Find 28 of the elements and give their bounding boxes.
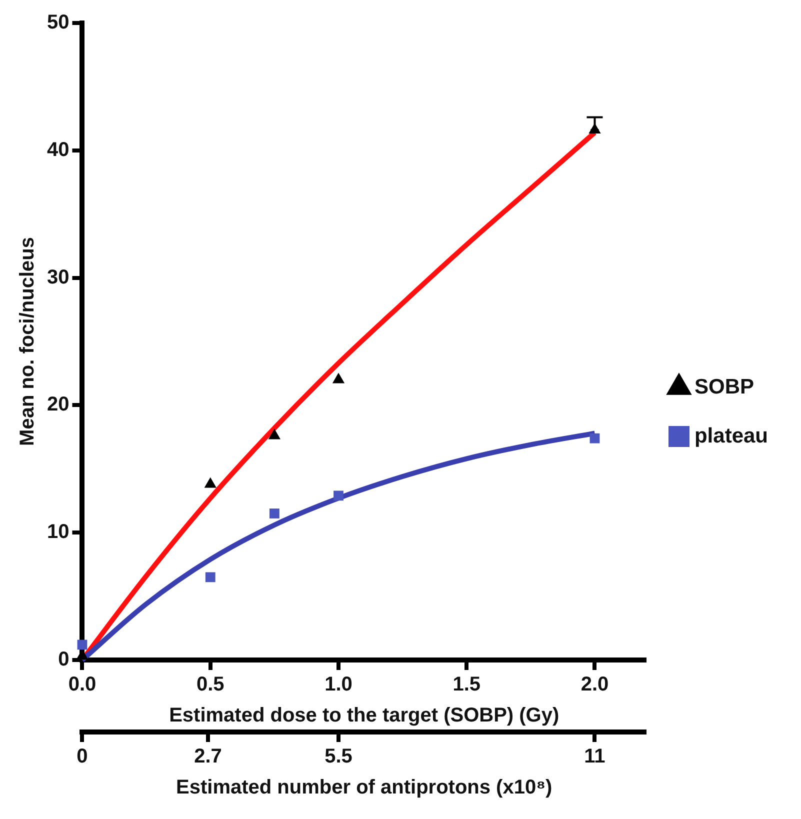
point (205, 572, 216, 582)
y-tick-label: 10 (46, 521, 70, 544)
legend-label: plateau (694, 424, 768, 448)
point (269, 508, 280, 518)
y-axis-title: Mean no. foci/nucleus (16, 237, 39, 446)
point (77, 640, 88, 650)
point (334, 490, 344, 501)
point (268, 428, 280, 440)
y-tick-label: 0 (58, 648, 70, 671)
legend-label: SOBP (694, 375, 754, 398)
x-axis-title: Estimated dose to the target (SOBP) (Gy) (169, 704, 560, 727)
x2-tick-label: 0 (76, 746, 88, 768)
y-tick-label: 20 (46, 394, 70, 416)
y-tick-label: 50 (46, 12, 70, 34)
point (332, 372, 345, 384)
x2-tick-label: 5.5 (324, 746, 352, 768)
x-tick-label: 0.0 (68, 674, 96, 696)
x-tick-label: 1.5 (452, 674, 481, 696)
x-tick-label: 0.5 (196, 674, 224, 696)
x-tick-label: 1.0 (324, 674, 352, 696)
x2-tick-label: 11 (584, 746, 606, 768)
x-tick-label: 2.0 (580, 674, 609, 696)
y-tick-label: 30 (46, 266, 70, 288)
x2-axis-title: Estimated number of antiprotons (x10⁸) (176, 776, 552, 799)
point (204, 477, 216, 488)
y-tick-label: 40 (46, 138, 70, 161)
x2-tick-label: 2.7 (194, 746, 222, 768)
point (590, 433, 600, 444)
